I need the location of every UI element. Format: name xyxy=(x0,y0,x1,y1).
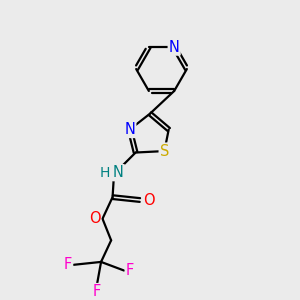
Text: O: O xyxy=(143,193,154,208)
Text: F: F xyxy=(93,284,101,299)
Text: O: O xyxy=(88,211,100,226)
Text: H: H xyxy=(99,166,110,180)
Text: S: S xyxy=(160,144,169,159)
Text: F: F xyxy=(64,257,72,272)
Text: N: N xyxy=(169,40,180,55)
Text: N: N xyxy=(124,122,135,137)
Text: F: F xyxy=(126,263,134,278)
Text: N: N xyxy=(113,165,124,180)
